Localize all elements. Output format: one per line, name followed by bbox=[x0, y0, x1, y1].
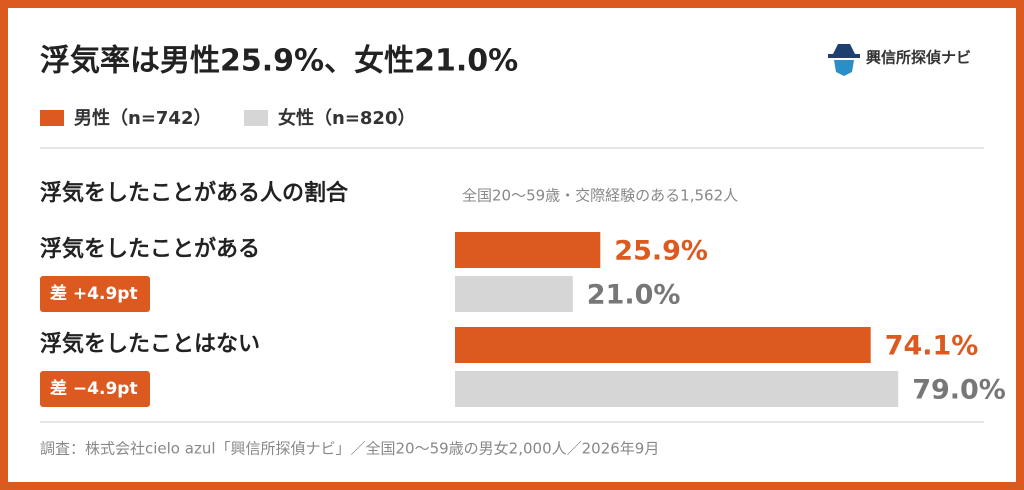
category-label: 浮気をしたことがある bbox=[40, 236, 260, 262]
legend-label: 女性（n=820） bbox=[278, 107, 415, 129]
value-label: 74.1% bbox=[885, 331, 979, 362]
legend-label: 男性（n=742） bbox=[74, 107, 211, 129]
subtitle: 浮気をしたことがある人の割合 bbox=[40, 180, 349, 206]
note: 全国20〜59歳・交際経験のある1,562人 bbox=[462, 187, 738, 205]
diff-label: 差 −4.9pt bbox=[50, 378, 138, 399]
value-label: 21.0% bbox=[587, 280, 681, 311]
brand-name: 興信所探偵ナビ bbox=[866, 49, 971, 67]
chart-title: 浮気率は男性25.9%、女性21.0% bbox=[40, 44, 518, 79]
category-label: 浮気をしたことはない bbox=[40, 331, 260, 357]
value-label: 79.0% bbox=[912, 375, 1006, 406]
legend-swatch bbox=[40, 110, 64, 126]
bar bbox=[455, 276, 573, 312]
bar bbox=[455, 232, 601, 268]
brand-logo bbox=[828, 44, 860, 76]
legend-swatch bbox=[244, 110, 268, 126]
diff-badge bbox=[40, 371, 150, 407]
bar bbox=[455, 327, 871, 363]
diff-label: 差 +4.9pt bbox=[50, 283, 138, 304]
value-label: 25.9% bbox=[614, 236, 708, 267]
diff-badge bbox=[40, 276, 150, 312]
bar bbox=[455, 371, 899, 407]
source: 調査：株式会社cielo azul「興信所探偵ナビ」／全国20〜59歳の男女2,… bbox=[40, 440, 659, 458]
